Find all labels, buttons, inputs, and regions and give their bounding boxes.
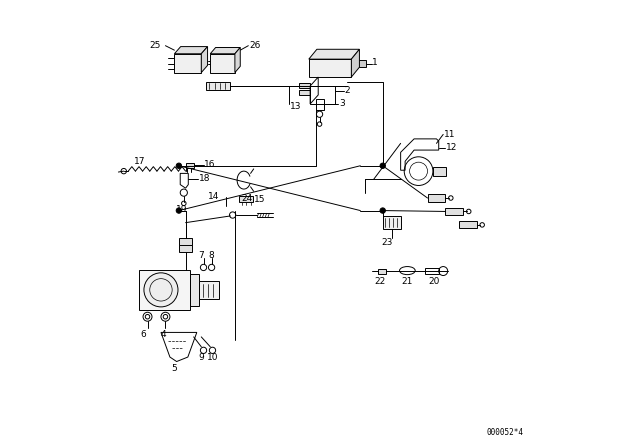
Text: 000052*4: 000052*4 <box>487 428 524 437</box>
Bar <box>433 167 446 176</box>
Bar <box>239 196 253 202</box>
Polygon shape <box>201 47 207 73</box>
Polygon shape <box>174 47 207 54</box>
Polygon shape <box>210 47 240 54</box>
Bar <box>199 281 219 299</box>
Text: 25: 25 <box>150 41 161 50</box>
Circle shape <box>144 273 178 307</box>
Text: 15: 15 <box>253 195 265 204</box>
Bar <box>445 208 463 215</box>
Bar <box>179 245 192 252</box>
Bar <box>299 90 310 95</box>
Text: 20: 20 <box>429 277 440 286</box>
Bar <box>190 274 199 306</box>
Bar <box>425 268 439 274</box>
Text: 10: 10 <box>207 353 218 362</box>
Text: 2: 2 <box>344 86 350 95</box>
Text: 24: 24 <box>242 194 253 202</box>
Text: 18: 18 <box>199 174 211 183</box>
Text: 7: 7 <box>198 251 204 260</box>
Polygon shape <box>235 47 240 73</box>
Text: 22: 22 <box>375 277 386 286</box>
Text: 12: 12 <box>446 143 458 152</box>
Text: 21: 21 <box>402 277 413 286</box>
Bar <box>205 82 230 90</box>
Bar <box>186 163 194 168</box>
Polygon shape <box>174 54 201 73</box>
Circle shape <box>380 163 385 168</box>
Bar <box>459 221 477 228</box>
Polygon shape <box>308 59 351 77</box>
Circle shape <box>176 163 182 168</box>
Text: 23: 23 <box>381 238 393 247</box>
Text: 6: 6 <box>140 330 146 339</box>
Text: 4: 4 <box>161 330 166 339</box>
Bar <box>383 216 401 229</box>
Text: 11: 11 <box>444 130 455 139</box>
Bar <box>299 83 310 88</box>
Polygon shape <box>351 49 360 77</box>
Bar <box>358 60 366 67</box>
Circle shape <box>380 208 385 213</box>
Text: 13: 13 <box>289 102 301 111</box>
Text: 1: 1 <box>372 58 378 67</box>
Text: 3: 3 <box>339 99 344 108</box>
Bar <box>316 99 324 110</box>
Text: 17: 17 <box>134 157 146 166</box>
Text: 8: 8 <box>209 251 214 260</box>
Text: 9: 9 <box>198 353 204 362</box>
Polygon shape <box>210 54 235 73</box>
Text: 5: 5 <box>172 364 177 373</box>
Text: 16: 16 <box>204 160 216 169</box>
Text: 14: 14 <box>208 192 219 201</box>
Bar <box>179 238 192 245</box>
Circle shape <box>176 208 182 213</box>
Text: 19: 19 <box>176 205 188 214</box>
Polygon shape <box>308 49 360 59</box>
Text: 26: 26 <box>249 41 260 50</box>
Bar <box>378 269 387 274</box>
Bar <box>138 270 190 310</box>
Bar <box>428 194 445 202</box>
